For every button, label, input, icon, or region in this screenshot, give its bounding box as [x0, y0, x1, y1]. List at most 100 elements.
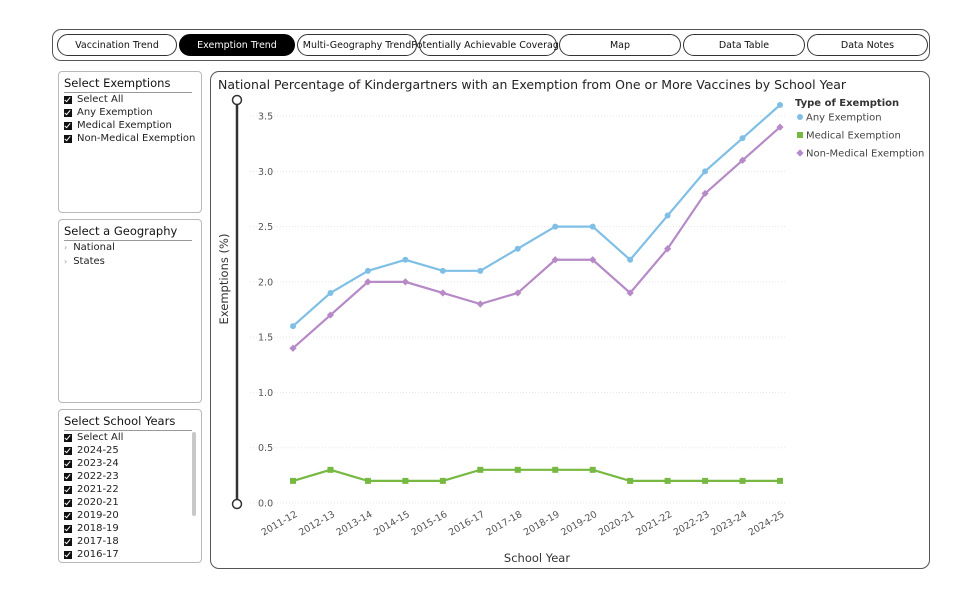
- data-point[interactable]: [552, 223, 559, 230]
- data-point[interactable]: [477, 466, 484, 473]
- checkbox-checked-icon[interactable]: [64, 446, 72, 455]
- data-point[interactable]: [514, 289, 522, 297]
- data-point[interactable]: [327, 289, 334, 296]
- checkbox-checked-icon[interactable]: [64, 459, 72, 468]
- school-year-option[interactable]: 2019-20: [59, 509, 201, 522]
- series-line: [292, 126, 781, 350]
- checkbox-checked-icon[interactable]: [64, 121, 72, 130]
- school-year-option[interactable]: 2016-17: [59, 548, 201, 561]
- data-point[interactable]: [664, 245, 672, 253]
- geography-slicer-title: Select a Geography: [59, 220, 201, 241]
- chevron-right-icon[interactable]: ›: [64, 257, 68, 266]
- legend-item[interactable]: Non-Medical Exemption: [796, 149, 924, 160]
- school-year-option[interactable]: 2022-23: [59, 470, 201, 483]
- data-point[interactable]: [290, 477, 296, 484]
- data-point[interactable]: [402, 256, 409, 263]
- tab-multi-geography-trend[interactable]: Multi-Geography Trend: [297, 34, 417, 56]
- school-year-option[interactable]: 2021-22: [59, 483, 201, 496]
- tab-data-notes[interactable]: Data Notes: [807, 34, 928, 56]
- y-range-slider-handle-top[interactable]: [231, 94, 243, 106]
- exemption-option-non-medical[interactable]: Non-Medical Exemption: [59, 132, 201, 145]
- data-point[interactable]: [327, 466, 334, 473]
- checkbox-checked-icon[interactable]: [64, 95, 72, 104]
- school-year-option-label: 2021-22: [77, 484, 119, 495]
- data-point[interactable]: [401, 278, 409, 286]
- checkbox-checked-icon[interactable]: [64, 433, 72, 442]
- data-point[interactable]: [364, 477, 371, 484]
- data-point[interactable]: [739, 135, 746, 142]
- exemption-option-select-all[interactable]: Select All: [59, 93, 201, 106]
- geography-slicer: Select a Geography › National › States: [58, 219, 202, 403]
- x-tick-label: 2022-23: [672, 509, 712, 538]
- school-year-option[interactable]: 2017-18: [59, 535, 201, 548]
- school-years-scrollbar[interactable]: [192, 432, 196, 516]
- geography-option-states[interactable]: › States: [59, 255, 201, 269]
- geography-option-national[interactable]: › National: [59, 241, 201, 255]
- data-point[interactable]: [552, 466, 559, 473]
- checkbox-checked-icon[interactable]: [64, 472, 72, 481]
- checkbox-checked-icon[interactable]: [64, 537, 72, 546]
- data-point[interactable]: [777, 477, 783, 484]
- data-point[interactable]: [439, 477, 446, 484]
- data-point[interactable]: [589, 466, 596, 473]
- data-point[interactable]: [290, 323, 296, 330]
- y-axis-label: Exemptions (%): [217, 234, 231, 325]
- x-tick-label: 2018-19: [522, 509, 562, 538]
- checkbox-checked-icon[interactable]: [64, 485, 72, 494]
- data-point[interactable]: [739, 477, 746, 484]
- data-point[interactable]: [439, 267, 446, 274]
- tab-exemption-trend[interactable]: Exemption Trend: [179, 34, 295, 56]
- exemption-option-any[interactable]: Any Exemption: [59, 106, 201, 119]
- data-point[interactable]: [777, 102, 783, 108]
- school-year-option[interactable]: 2018-19: [59, 522, 201, 535]
- legend-marker[interactable]: [796, 149, 804, 157]
- data-point[interactable]: [402, 477, 409, 484]
- y-range-slider-handle-bottom[interactable]: [231, 498, 243, 510]
- data-point[interactable]: [439, 289, 447, 297]
- data-point[interactable]: [702, 477, 709, 484]
- data-point[interactable]: [627, 256, 634, 263]
- school-year-option[interactable]: Select All: [59, 431, 201, 444]
- data-point[interactable]: [664, 212, 671, 219]
- data-point[interactable]: [364, 267, 371, 274]
- y-tick-label: 1.5: [258, 333, 273, 344]
- legend-marker[interactable]: [797, 132, 803, 138]
- data-point[interactable]: [627, 477, 634, 484]
- tab-map[interactable]: Map: [559, 34, 681, 56]
- tab-data-table[interactable]: Data Table: [683, 34, 805, 56]
- legend-marker[interactable]: [797, 114, 803, 120]
- tab-vaccination-trend[interactable]: Vaccination Trend: [57, 34, 177, 56]
- data-point[interactable]: [289, 344, 297, 352]
- checkbox-checked-icon[interactable]: [64, 511, 72, 520]
- exemption-option-medical[interactable]: Medical Exemption: [59, 119, 201, 132]
- chevron-right-icon[interactable]: ›: [64, 243, 68, 252]
- checkbox-checked-icon[interactable]: [64, 108, 72, 117]
- school-year-option[interactable]: 2024-25: [59, 444, 201, 457]
- tab-potentially-achievable-coverage[interactable]: Potentially Achievable Coverage: [411, 34, 565, 56]
- data-point[interactable]: [589, 256, 597, 264]
- data-point[interactable]: [477, 267, 484, 274]
- data-point[interactable]: [514, 466, 521, 473]
- x-tick-label: 2023-24: [709, 509, 749, 538]
- data-point[interactable]: [702, 168, 709, 175]
- y-range-slider[interactable]: [231, 94, 243, 510]
- school-year-option[interactable]: 2023-24: [59, 457, 201, 470]
- data-point[interactable]: [626, 289, 634, 297]
- checkbox-checked-icon[interactable]: [64, 498, 72, 507]
- legend-label: Medical Exemption: [806, 131, 901, 142]
- data-point[interactable]: [776, 123, 784, 131]
- school-year-option[interactable]: 2020-21: [59, 496, 201, 509]
- data-point[interactable]: [476, 300, 484, 308]
- data-point[interactable]: [514, 245, 521, 252]
- data-point[interactable]: [589, 223, 596, 230]
- checkbox-checked-icon[interactable]: [64, 524, 72, 533]
- x-tick-label: 2019-20: [559, 509, 599, 538]
- data-point[interactable]: [551, 256, 559, 264]
- data-point[interactable]: [701, 189, 709, 198]
- checkbox-checked-icon[interactable]: [64, 550, 72, 559]
- legend-item[interactable]: Any Exemption: [797, 113, 882, 124]
- checkbox-checked-icon[interactable]: [64, 134, 72, 143]
- data-point[interactable]: [664, 477, 671, 484]
- legend-item[interactable]: Medical Exemption: [797, 131, 901, 142]
- data-point[interactable]: [738, 156, 747, 164]
